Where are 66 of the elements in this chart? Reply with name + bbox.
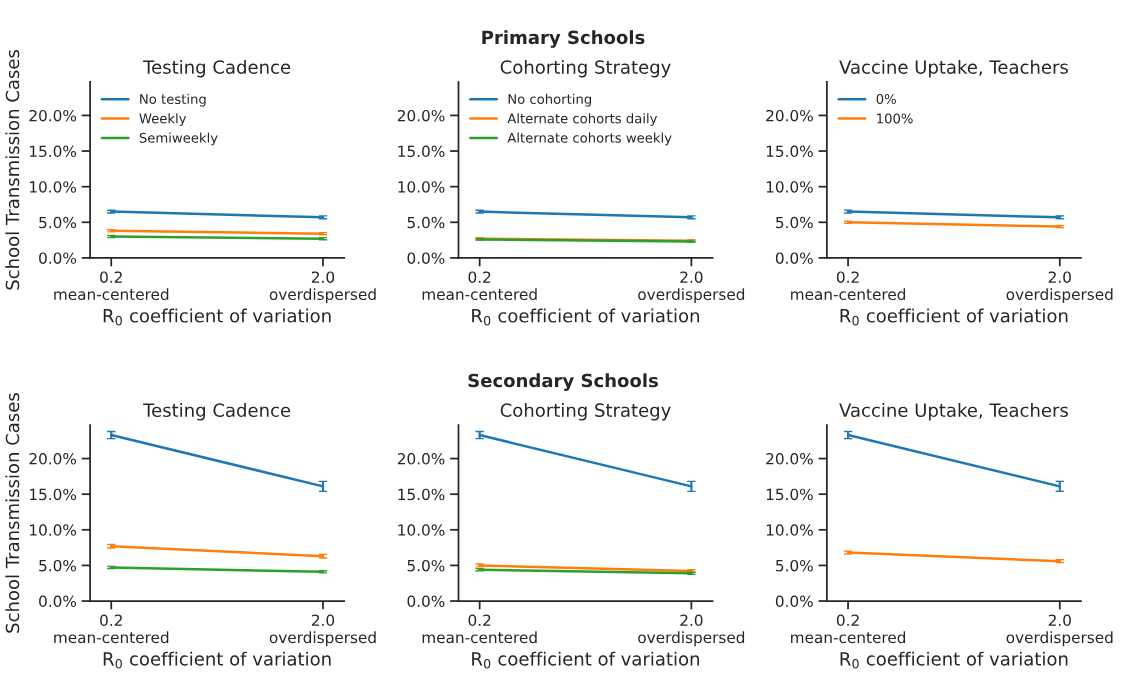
y-tick-label: 5.0% xyxy=(39,559,77,572)
y-tick-label: 10.0% xyxy=(766,181,813,193)
y-tick-label: 20.0% xyxy=(397,453,445,465)
y-tick-label: 10.0% xyxy=(30,181,77,193)
legend-label: Semiweekly xyxy=(139,132,218,146)
y-tick-label: 15.0% xyxy=(30,488,77,501)
x-tick-label: 0.2 mean-centered xyxy=(791,271,906,301)
legend-label: 100% xyxy=(877,113,913,124)
x-tick-label: 2.0 overdispersed xyxy=(1006,271,1113,304)
y-tick-label: 0.0% xyxy=(775,595,813,608)
x-tick-label: 0.2 mean-centered xyxy=(791,614,906,644)
x-tick-label: 2.0 overdispersed xyxy=(1006,614,1113,647)
chart-title: Testing Cadence xyxy=(143,59,291,78)
x-tick-label: 0.2 mean-centered xyxy=(54,271,169,301)
y-tick-label: 20.0% xyxy=(397,109,445,122)
x-axis-title: R$_{0}$ coefficient of variation xyxy=(840,651,1068,669)
y-tick-label: 15.0% xyxy=(766,488,813,501)
y-tick-label: 20.0% xyxy=(29,453,77,465)
y-tick-label: 20.0% xyxy=(29,109,77,122)
y-axis-title: School Transmission Cases xyxy=(5,50,20,290)
legend-label: No testing xyxy=(140,93,206,107)
text: Primary Schools xyxy=(482,30,645,48)
x-tick-label: 2.0 overdispersed xyxy=(269,271,376,304)
y-tick-label: 0.0% xyxy=(39,595,77,608)
y-tick-label: 0.0% xyxy=(407,595,445,608)
legend-label: No cohorting xyxy=(508,93,592,107)
y-tick-label: 10.0% xyxy=(398,524,445,536)
y-tick-label: 20.0% xyxy=(766,453,813,465)
y-tick-label: 10.0% xyxy=(398,181,445,193)
x-tick-label: 0.2 mean-centered xyxy=(54,614,169,644)
y-tick-label: 5.0% xyxy=(776,559,813,572)
legend-label: Weekly xyxy=(139,113,187,126)
x-axis-title: R$_{0}$ coefficient of variation xyxy=(840,308,1068,326)
legend-label: Alternate cohorts weekly xyxy=(507,132,672,146)
y-tick-label: 15.0% xyxy=(30,145,77,158)
y-tick-label: 15.0% xyxy=(398,145,445,158)
y-tick-label: 0.0% xyxy=(39,252,77,264)
chart-title: Cohorting Strategy xyxy=(500,403,671,421)
x-axis-title: R$_{0}$ coefficient of variation xyxy=(103,308,331,326)
chart-title: Vaccine Uptake, Teachers xyxy=(839,59,1068,78)
y-tick-label: 15.0% xyxy=(766,145,813,158)
y-tick-label: 10.0% xyxy=(30,524,77,536)
legend-label: 0% xyxy=(876,94,896,105)
x-axis-title: R$_{0}$ coefficient of variation xyxy=(103,651,331,669)
x-tick-label: 2.0 overdispersed xyxy=(638,271,745,304)
chart-title: Vaccine Uptake, Teachers xyxy=(839,403,1068,421)
chart-title: Testing Cadence xyxy=(143,403,291,421)
y-tick-label: 0.0% xyxy=(407,252,445,264)
y-tick-label: 0.0% xyxy=(775,252,813,264)
x-tick-label: 0.2 mean-centered xyxy=(422,271,537,301)
y-tick-label: 5.0% xyxy=(39,216,77,229)
y-tick-label: 5.0% xyxy=(407,216,445,229)
x-tick-label: 2.0 overdispersed xyxy=(269,614,376,647)
y-tick-label: 15.0% xyxy=(398,488,445,501)
y-tick-label: 5.0% xyxy=(776,216,813,229)
y-tick-label: 20.0% xyxy=(766,109,813,122)
y-tick-label: 5.0% xyxy=(407,559,445,572)
x-axis-title: R$_{0}$ coefficient of variation xyxy=(472,651,699,669)
legend-label: Alternate cohorts daily xyxy=(507,113,658,126)
x-tick-label: 2.0 overdispersed xyxy=(638,614,745,647)
y-tick-label: 10.0% xyxy=(766,524,813,536)
text: Secondary Schools xyxy=(468,373,658,391)
y-axis-title: School Transmission Cases xyxy=(5,393,20,633)
x-axis-title: R$_{0}$ coefficient of variation xyxy=(472,308,699,326)
x-tick-label: 0.2 mean-centered xyxy=(422,614,537,644)
chart-title: Cohorting Strategy xyxy=(500,59,671,78)
